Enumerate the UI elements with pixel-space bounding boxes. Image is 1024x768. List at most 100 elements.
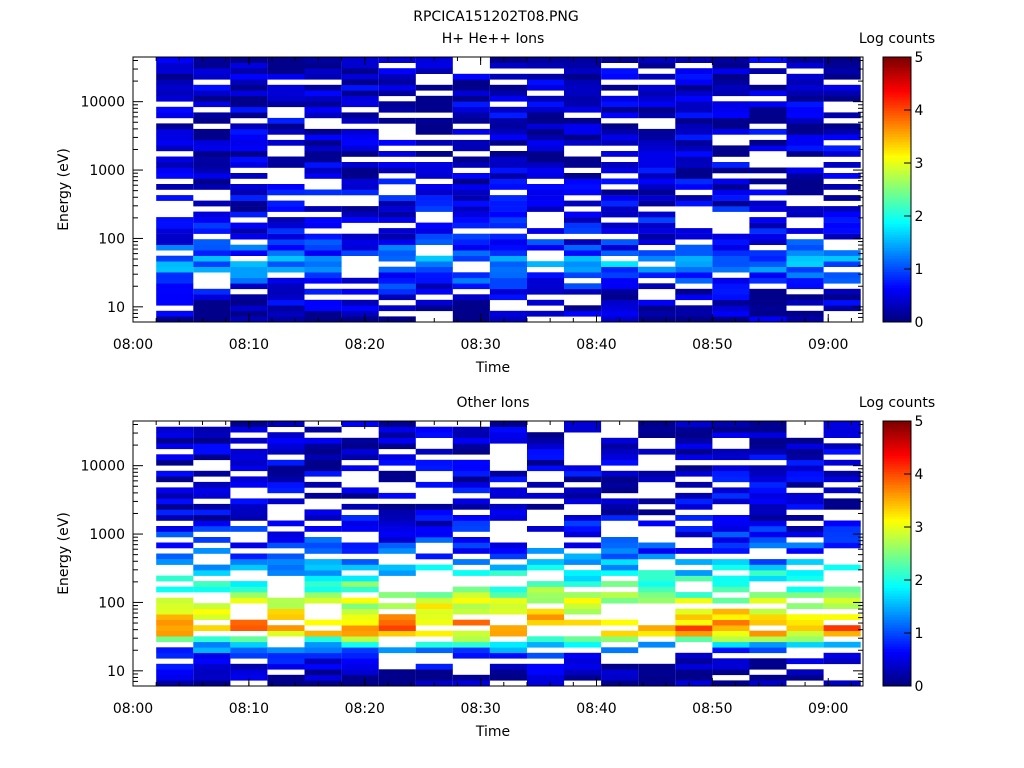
x-axis-label: Time [475, 360, 510, 376]
heatmap-cell [230, 73, 268, 80]
heatmap-cell [638, 250, 676, 256]
colorbar-step [883, 622, 911, 626]
heatmap-cell [675, 84, 713, 91]
heatmap-cell [823, 586, 861, 593]
heatmap-cell [230, 123, 268, 130]
heatmap-cell [156, 586, 194, 593]
heatmap-cell [378, 288, 416, 295]
heatmap-cell [156, 443, 194, 450]
heatmap-cell [823, 597, 861, 604]
heatmap-cell [823, 531, 861, 538]
heatmap-cell [341, 465, 379, 472]
heatmap-cell [489, 294, 527, 301]
heatmap-cell [489, 647, 527, 654]
heatmap-cell [452, 145, 490, 152]
colorbar-step [883, 70, 911, 74]
heatmap-cell [230, 272, 268, 279]
heatmap-cell [564, 266, 602, 273]
heatmap-cell [193, 487, 231, 494]
heatmap-cell [415, 465, 453, 472]
heatmap-cell [230, 95, 268, 102]
heatmap-cell [230, 294, 268, 301]
heatmap-cell [601, 509, 639, 516]
heatmap-cell [230, 62, 268, 69]
heatmap-cell [638, 156, 676, 163]
heatmap-cell [712, 542, 750, 549]
heatmap-cell [527, 95, 565, 102]
heatmap-cell [156, 123, 194, 130]
heatmap-cell [304, 652, 342, 659]
colorbar-step [883, 466, 911, 470]
heatmap-cell [341, 421, 379, 427]
heatmap-cell [304, 492, 342, 499]
colorbar-step [883, 582, 911, 586]
heatmap-cell [415, 206, 453, 212]
heatmap-cell [415, 173, 453, 179]
heatmap-cell [564, 470, 602, 477]
heatmap-cell [527, 84, 565, 91]
heatmap-cell [230, 526, 268, 532]
heatmap-cell [749, 233, 787, 240]
heatmap-cell [564, 178, 602, 185]
heatmap-cell [564, 90, 602, 97]
colorbar-step [883, 476, 911, 480]
colorbar-tick-label: 4 [915, 467, 924, 483]
heatmap-cell [638, 548, 676, 554]
heatmap-cell [415, 603, 453, 609]
heatmap-cell [193, 586, 231, 593]
heatmap-cell [527, 299, 565, 306]
heatmap-cell [378, 250, 416, 256]
heatmap-cell [267, 184, 305, 190]
heatmap-cell [527, 112, 565, 119]
heatmap-cell [489, 487, 527, 494]
heatmap-cell [193, 250, 231, 256]
heatmap-cell [341, 101, 379, 108]
heatmap-cell [267, 57, 305, 63]
heatmap-cell [193, 211, 231, 218]
colorbar-step [883, 643, 911, 647]
heatmap-cell [341, 139, 379, 146]
heatmap-cell [304, 222, 342, 229]
heatmap-cell [415, 597, 453, 604]
heatmap-cell [527, 465, 565, 472]
heatmap-cell [564, 73, 602, 80]
x-tick-label: 08:00 [113, 701, 153, 717]
heatmap-cell [786, 145, 824, 152]
heatmap-cell [712, 239, 750, 245]
heatmap-cell [564, 261, 602, 267]
heatmap-cell [156, 509, 194, 516]
colorbar-step [883, 104, 911, 108]
heatmap-cell [267, 250, 305, 256]
colorbar-step [883, 421, 911, 425]
figure-title: RPCICA151202T08.PNG [413, 9, 578, 25]
colorbar-step [883, 640, 911, 644]
heatmap-cell [638, 211, 676, 218]
heatmap-cell [304, 526, 342, 532]
heatmap-cell [786, 498, 824, 505]
colorbar-step [883, 144, 911, 148]
y-tick-label: 10000 [80, 95, 125, 111]
heatmap-cell [823, 222, 861, 229]
colorbar-step [883, 460, 911, 464]
heatmap-cell [304, 470, 342, 477]
colorbar-step [883, 670, 911, 674]
heatmap-cell [601, 228, 639, 234]
heatmap-cell [527, 156, 565, 163]
heatmap-cell [823, 250, 861, 256]
heatmap-cell [304, 233, 342, 240]
heatmap-cell [638, 266, 676, 273]
heatmap-cell [638, 200, 676, 207]
heatmap-cell [601, 250, 639, 256]
heatmap-cell [675, 106, 713, 113]
heatmap-cell [601, 454, 639, 461]
colorbar-step [883, 587, 911, 591]
heatmap-cell [378, 454, 416, 461]
heatmap-cell [712, 178, 750, 185]
heatmap-cell [341, 68, 379, 74]
heatmap-cell [452, 548, 490, 554]
heatmap-cell [527, 139, 565, 146]
heatmap-cell [378, 101, 416, 108]
heatmap-cell [638, 167, 676, 174]
heatmap-cell [786, 206, 824, 212]
